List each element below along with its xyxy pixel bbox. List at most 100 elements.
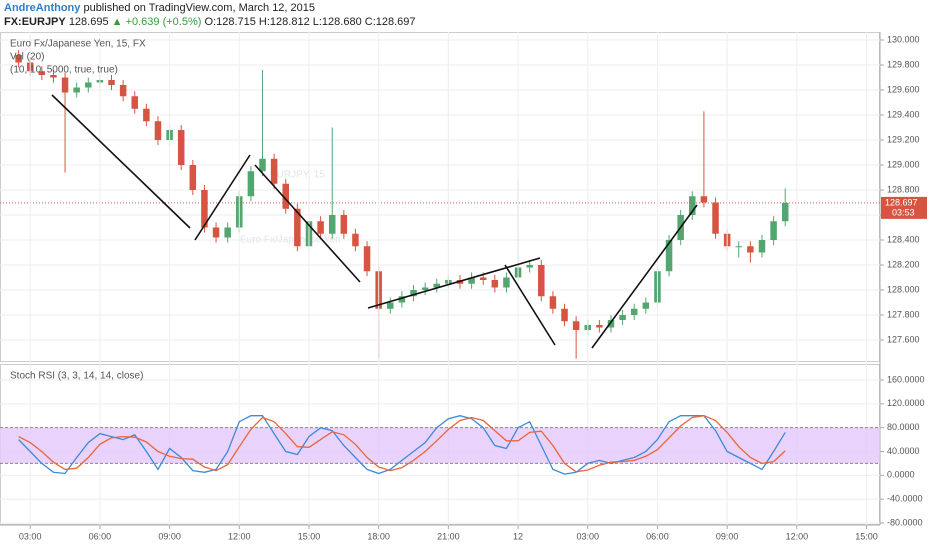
last-price-label: 128.697: [885, 197, 918, 207]
candle-body: [596, 325, 603, 328]
candle-body: [712, 202, 719, 234]
trend-line: [194, 154, 251, 241]
candle-body: [108, 80, 115, 85]
candle-body: [700, 196, 708, 203]
published: published on TradingView.com, March 12, …: [83, 2, 315, 14]
trend-line: [254, 164, 361, 283]
watermark-symbol: EURJPY, 15: [270, 170, 325, 181]
y-tick-label: 120.0000: [887, 398, 925, 408]
candle-body: [526, 265, 533, 268]
x-tick-label: 03:00: [19, 531, 42, 541]
y-tick-label: -80.0000: [887, 517, 923, 527]
x-tick-label: 12:00: [786, 531, 809, 541]
x-tick-label: 15:00: [298, 531, 321, 541]
high: H:128.812: [259, 16, 310, 28]
candle-body: [328, 215, 336, 234]
candle-body: [421, 287, 429, 290]
candle-body: [572, 321, 580, 330]
x-tick-label: 12:00: [228, 531, 251, 541]
pane-legend: Vol (20): [10, 52, 44, 63]
stoch-line: [18, 415, 786, 473]
candle-body: [224, 227, 231, 238]
close: C:128.697: [365, 16, 416, 28]
candle-body: [154, 121, 162, 140]
candle-body: [119, 85, 127, 97]
y-tick-label: 128.800: [887, 184, 920, 194]
candle-body: [398, 296, 406, 303]
y-tick-label: 127.800: [887, 309, 920, 319]
candle-body: [247, 171, 255, 197]
candle-body: [561, 308, 568, 322]
candle-body: [212, 227, 220, 238]
author[interactable]: AndreAnthony: [4, 2, 81, 14]
y-tick-label: 129.400: [887, 109, 920, 119]
band: [0, 427, 880, 464]
candle-body: [758, 240, 766, 253]
candle-body: [479, 277, 487, 280]
candle-body: [282, 183, 289, 209]
x-tick-label: 09:00: [158, 531, 181, 541]
candle-body: [770, 221, 777, 240]
candle-body: [491, 280, 499, 288]
candle-body: [50, 75, 57, 78]
candle-body: [665, 240, 673, 272]
candle-body: [38, 71, 46, 75]
candle-body: [410, 290, 417, 297]
candle-body: [177, 130, 185, 165]
candle-body: [433, 283, 440, 288]
trend-line: [51, 94, 191, 229]
candle-body: [143, 108, 150, 122]
low: L:128.680: [313, 16, 362, 28]
candle-body: [619, 315, 626, 320]
x-tick-label: 06:00: [89, 531, 112, 541]
candle-body: [538, 265, 545, 297]
y-tick-label: 40.0000: [887, 446, 920, 456]
change: ▲ +0.639 (+0.5%): [112, 16, 202, 28]
candle-body: [85, 82, 92, 88]
y-tick-label: 129.600: [887, 84, 920, 94]
y-tick-label: 160.0000: [887, 374, 925, 384]
stoch-line: [18, 415, 786, 475]
candle-body: [201, 190, 208, 228]
candle-body: [259, 158, 266, 172]
candle-body: [15, 55, 22, 63]
candle-body: [747, 246, 754, 253]
candle-body: [294, 208, 301, 247]
y-tick-label: -40.0000: [887, 494, 923, 504]
trend-line: [504, 264, 556, 346]
x-tick-label: 21:00: [437, 531, 460, 541]
y-tick-label: 129.800: [887, 59, 920, 69]
y-tick-label: 128.400: [887, 234, 920, 244]
trend-line: [591, 204, 698, 349]
x-tick-label: 18:00: [367, 531, 390, 541]
pane-legend: Stoch RSI (3, 3, 14, 14, close): [10, 371, 143, 382]
price: 128.695: [69, 16, 109, 28]
y-tick-label: 129.200: [887, 134, 920, 144]
candle-body: [549, 296, 557, 309]
last-price-tag: [881, 196, 927, 219]
symbol: FX:EURJPY: [4, 16, 66, 28]
publish-line: AndreAnthony published on TradingView.co…: [4, 2, 315, 14]
y-tick-label: 128.000: [887, 284, 920, 294]
candle-body: [642, 302, 650, 309]
pane-legend: (10, 10, 5000, true, true): [10, 65, 118, 76]
y-tick-label: 80.0000: [887, 422, 920, 432]
trend-line: [367, 257, 541, 309]
trend-lines: [51, 94, 698, 349]
candle-body: [73, 87, 80, 93]
x-tick-label: 12: [513, 531, 523, 541]
candle-body: [630, 308, 638, 315]
candle-body: [340, 215, 348, 234]
countdown: 03:53: [892, 207, 915, 217]
candle-body: [387, 302, 394, 309]
candle-body: [61, 77, 69, 93]
x-tick-label: 09:00: [716, 531, 739, 541]
y-tick-label: 0.0000: [887, 470, 915, 480]
x-tick-label: 06:00: [646, 531, 669, 541]
candle-body: [735, 246, 743, 248]
candle-body: [270, 158, 278, 184]
candle-body: [352, 233, 359, 247]
y-tick-label: 128.200: [887, 259, 920, 269]
